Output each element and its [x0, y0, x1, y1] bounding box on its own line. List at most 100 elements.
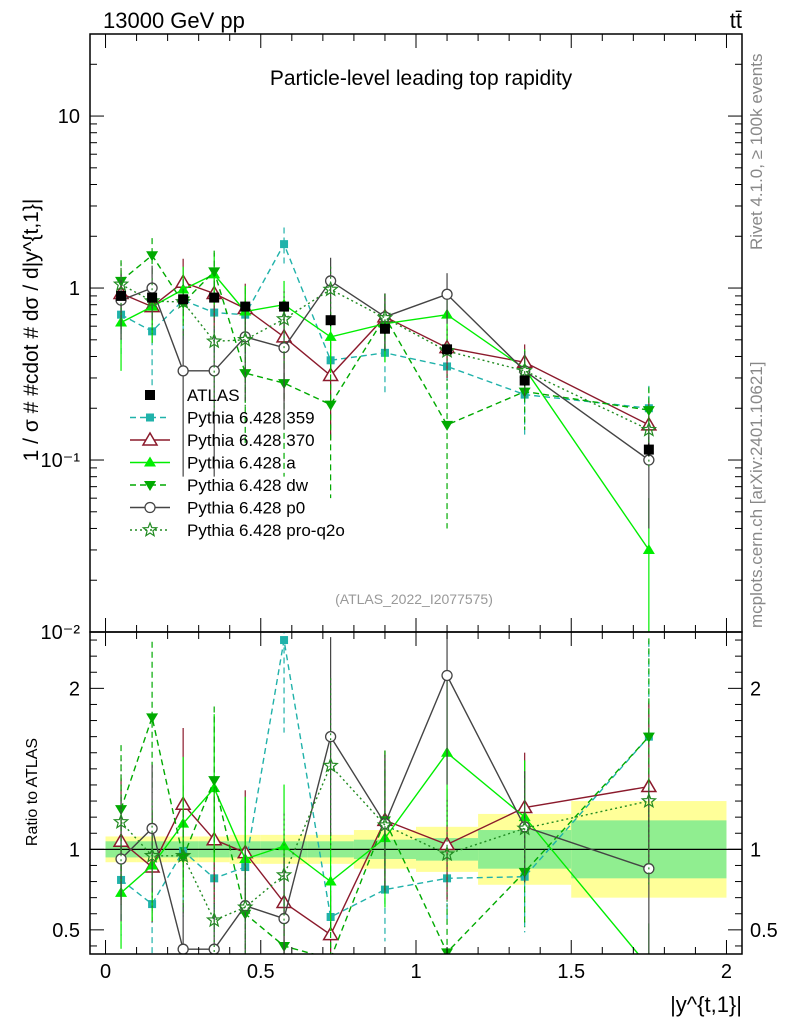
- data-point: [324, 400, 337, 411]
- x-tick-label: 1.5: [557, 961, 585, 983]
- ratio-point: [177, 943, 189, 954]
- ratio-point: [280, 636, 289, 645]
- x-tick-label: 1: [410, 961, 421, 983]
- ratio-y-tick-label: 1: [69, 839, 80, 861]
- data-point: [642, 543, 655, 554]
- ratio-point: [143, 847, 161, 863]
- legend-marker: [144, 456, 156, 467]
- mcplots-label: mcplots.cern.ch [arXiv:2401.10621]: [747, 362, 766, 628]
- legend-marker: [141, 431, 159, 446]
- atlas-point: [147, 292, 158, 303]
- ratio-point: [516, 819, 533, 836]
- data-point: [441, 288, 453, 300]
- x-tick-label: 0: [100, 961, 111, 983]
- main-y-tick-label: 10⁻²: [41, 622, 81, 644]
- data-point: [441, 420, 454, 431]
- legend-label: Pythia 6.428 pro-q2o: [187, 521, 345, 540]
- data-point: [208, 267, 221, 278]
- ratio-point: [376, 816, 394, 833]
- ratio-point: [324, 731, 337, 743]
- ratio-point: [115, 853, 127, 865]
- legend-marker: [144, 501, 156, 514]
- data-point: [376, 309, 394, 325]
- ratio-point: [112, 813, 130, 829]
- legend-label: Pythia 6.428 p0: [187, 499, 305, 518]
- legend: ATLAS Pythia 6.428 359 Pythia 6.428 370 Pyt…: [130, 386, 345, 540]
- series-line: [120, 283, 650, 431]
- ratio-series: [112, 632, 658, 954]
- data-point: [177, 283, 190, 294]
- data-point: [177, 365, 189, 377]
- ratio-point: [322, 756, 339, 773]
- x-tick-label: 2: [721, 961, 732, 983]
- ratio-point: [146, 822, 158, 835]
- ratio-y-tick-label-right: 2: [750, 678, 761, 700]
- legend-marker: [146, 413, 154, 422]
- atlas-point: [643, 444, 654, 455]
- ratio-point: [278, 912, 290, 925]
- analysis-tag: (ATLAS_2022_I2077575): [335, 591, 493, 607]
- x-axis-label: |y^{t,1}|: [670, 992, 742, 1017]
- ratio-point: [146, 713, 159, 724]
- ratio-panel-frame: [89, 631, 743, 955]
- atlas-point: [116, 290, 127, 301]
- ratio-line: [120, 764, 650, 922]
- process-label: tt̄: [730, 8, 742, 33]
- atlas-data: [116, 290, 654, 457]
- data-point: [280, 240, 289, 249]
- chart-title: Particle-level leading top rapidity: [270, 67, 573, 90]
- legend-label: ATLAS: [187, 386, 240, 405]
- data-point: [205, 332, 223, 349]
- rivet-label: Rivet 4.1.0, ≥ 100k events: [747, 54, 766, 250]
- main-y-tick-label: 10⁻¹: [41, 450, 81, 472]
- legend-marker: [141, 521, 159, 538]
- legend-marker: [145, 390, 155, 400]
- ratio-point: [208, 943, 220, 954]
- main-y-tick-label: 1: [69, 278, 80, 300]
- data-point: [174, 293, 192, 309]
- atlas-point: [379, 323, 390, 334]
- ratio-point: [236, 898, 254, 915]
- atlas-point: [442, 344, 453, 355]
- ratio-y-tick-label-right: 0.5: [750, 920, 778, 942]
- main-panel: 10 1 10⁻¹ 10⁻²: [41, 33, 742, 644]
- legend-label: Pythia 6.428 dw: [187, 476, 309, 495]
- atlas-point: [325, 315, 336, 326]
- atlas-point: [519, 375, 530, 386]
- legend-label: Pythia 6.428 370: [187, 431, 315, 450]
- legend-marker: [144, 481, 156, 491]
- ratio-point: [208, 776, 221, 787]
- legend-label: Pythia 6.428 359: [187, 409, 315, 428]
- data-point: [236, 331, 254, 347]
- main-y-tick-label: 10: [58, 106, 80, 128]
- main-y-axis-label: 1 / σ # #cdot # dσ / d|y^{t,1}|: [20, 199, 43, 462]
- ratio-panel: 0.5 0.5 1 1 2 2 0 0.5 1 1.5 2: [52, 632, 778, 983]
- ratio-point: [640, 792, 658, 809]
- ratio-point: [275, 866, 293, 883]
- data-point: [275, 310, 293, 327]
- series-5: [112, 262, 658, 468]
- legend-label: Pythia 6.428 a: [187, 454, 296, 473]
- x-tick-label: 0.5: [247, 961, 275, 983]
- series-line: [120, 254, 650, 426]
- energy-label: 13000 GeV pp: [103, 8, 245, 33]
- ratio-series-5: [112, 678, 658, 954]
- ratio-y-tick-label: 0.5: [52, 920, 80, 942]
- data-point: [640, 421, 658, 437]
- data-point: [516, 362, 533, 378]
- atlas-point: [209, 292, 220, 303]
- ratio-y-axis-label: Ratio to ATLAS: [24, 738, 41, 846]
- data-point: [112, 275, 130, 292]
- data-point: [324, 330, 337, 341]
- ratio-point: [174, 847, 192, 863]
- ratio-point: [205, 911, 223, 928]
- atlas-point: [178, 294, 189, 305]
- ratio-point: [441, 669, 453, 682]
- ratio-point: [324, 875, 337, 886]
- data-point: [143, 292, 161, 309]
- ratio-point: [438, 845, 456, 862]
- ratio-y-tick-label-right: 1: [750, 839, 761, 861]
- ratio-point: [438, 836, 456, 851]
- data-point: [146, 251, 159, 262]
